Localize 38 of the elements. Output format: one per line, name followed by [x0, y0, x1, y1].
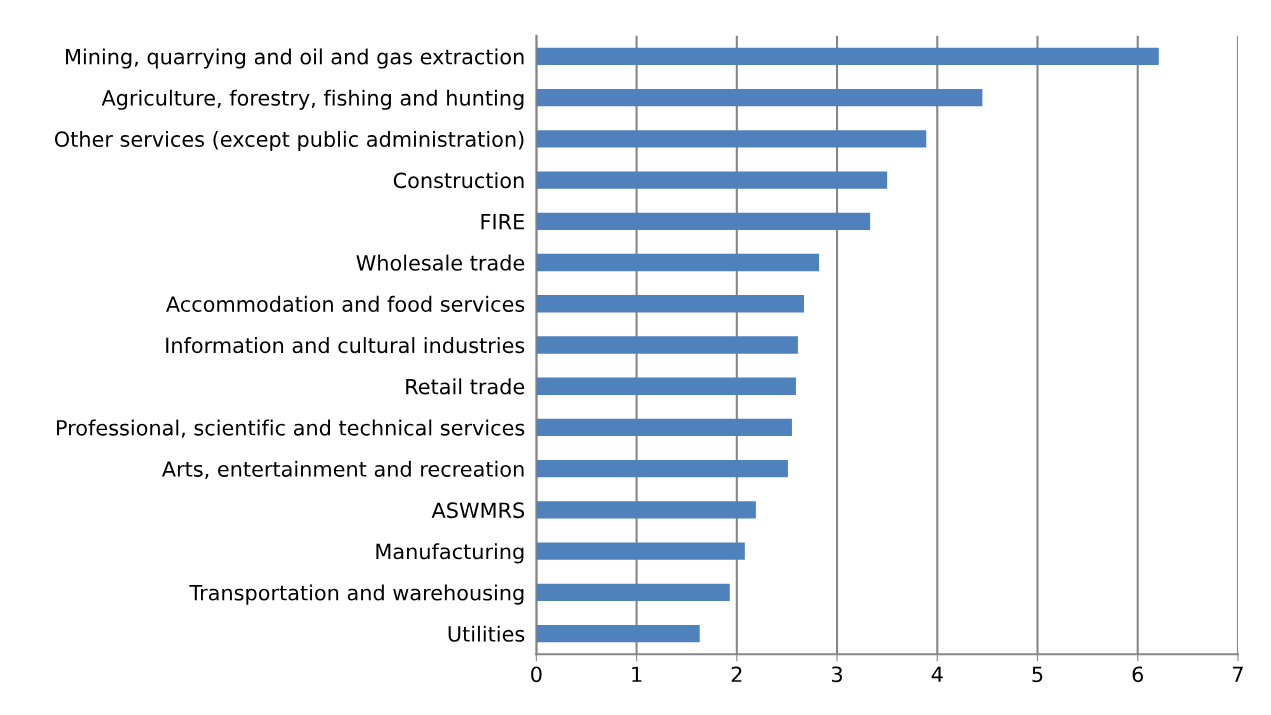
y-tick-label: Utilities — [448, 625, 525, 642]
y-tick-label: Other services (except public administration) — [54, 130, 524, 152]
y-tick-label: Wholesale trade — [356, 254, 525, 271]
y-tick-label: FIRE — [481, 214, 524, 230]
x-tick-label: 1 — [632, 666, 642, 682]
bar — [536, 212, 871, 230]
y-tick-label: Professional, scientific and technical services — [57, 419, 525, 438]
bar — [536, 130, 927, 148]
y-tick-label: Retail trade — [406, 378, 525, 395]
bar — [536, 253, 819, 272]
bar — [536, 624, 700, 643]
y-tick-label: Agriculture, forestry, fishing and hunting — [101, 89, 524, 110]
y-tick-label: Information and cultural industries — [166, 337, 525, 354]
bar — [536, 88, 983, 107]
y-tick-label: Arts, entertainment and recreation — [161, 460, 524, 480]
y-tick-label: Mining, quarrying and oil and gas extraction — [66, 48, 524, 69]
bar — [536, 336, 798, 354]
y-tick-label: ASWMRS — [431, 502, 525, 519]
y-tick-label: Accommodation and food services — [166, 295, 525, 312]
bar — [536, 377, 796, 395]
bar — [536, 171, 888, 189]
bar — [536, 47, 1159, 66]
bar — [536, 460, 788, 478]
bar — [536, 501, 756, 519]
y-tick-label: Manufacturing — [376, 543, 524, 564]
bar — [536, 418, 792, 437]
bar — [536, 542, 745, 560]
y-tick-label: Transportation and warehousing — [189, 584, 524, 605]
x-tick-label: 2 — [731, 666, 742, 682]
x-tick-label: 5 — [1032, 666, 1043, 683]
bar — [536, 295, 804, 313]
x-tick-label: 6 — [1132, 666, 1144, 683]
bar — [536, 583, 730, 602]
x-tick-label: 3 — [832, 666, 842, 683]
x-tick-label: 4 — [931, 666, 943, 682]
x-tick-label: 7 — [1233, 666, 1243, 682]
y-tick-label: Construction — [393, 172, 524, 189]
x-tick-label: 0 — [531, 666, 542, 683]
